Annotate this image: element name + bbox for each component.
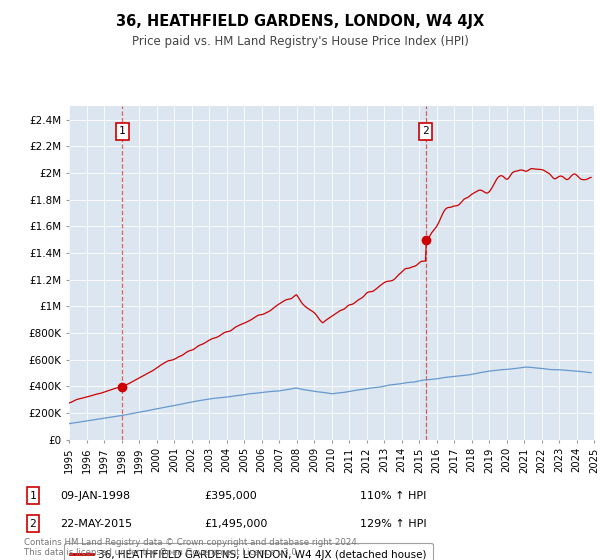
Text: 1: 1 xyxy=(29,491,37,501)
Text: Price paid vs. HM Land Registry's House Price Index (HPI): Price paid vs. HM Land Registry's House … xyxy=(131,35,469,48)
Text: 36, HEATHFIELD GARDENS, LONDON, W4 4JX: 36, HEATHFIELD GARDENS, LONDON, W4 4JX xyxy=(116,14,484,29)
Text: 2: 2 xyxy=(29,519,37,529)
Text: 129% ↑ HPI: 129% ↑ HPI xyxy=(360,519,427,529)
Text: 110% ↑ HPI: 110% ↑ HPI xyxy=(360,491,427,501)
Text: 22-MAY-2015: 22-MAY-2015 xyxy=(60,519,132,529)
Text: 2: 2 xyxy=(422,127,429,137)
Text: Contains HM Land Registry data © Crown copyright and database right 2024.
This d: Contains HM Land Registry data © Crown c… xyxy=(24,538,359,557)
Text: 1: 1 xyxy=(119,127,125,137)
Text: 09-JAN-1998: 09-JAN-1998 xyxy=(60,491,130,501)
Text: £1,495,000: £1,495,000 xyxy=(204,519,268,529)
Legend: 36, HEATHFIELD GARDENS, LONDON, W4 4JX (detached house), HPI: Average price, det: 36, HEATHFIELD GARDENS, LONDON, W4 4JX (… xyxy=(64,543,433,560)
Text: £395,000: £395,000 xyxy=(204,491,257,501)
